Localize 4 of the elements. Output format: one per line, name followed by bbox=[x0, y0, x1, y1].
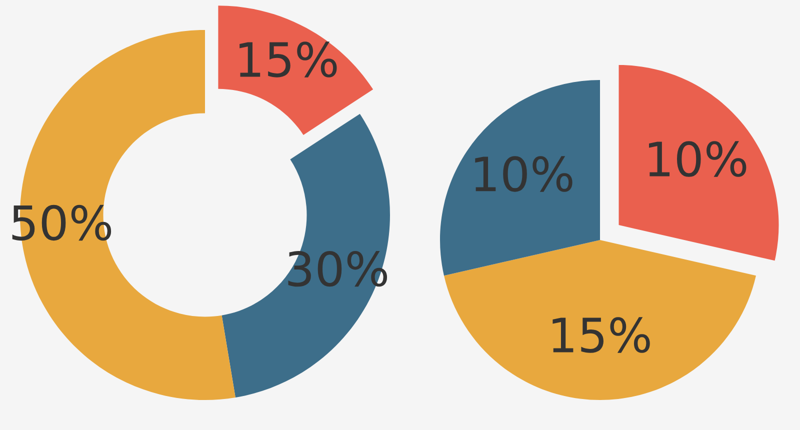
data-label: 15% bbox=[240, 42, 337, 78]
data-label: 10% bbox=[475, 156, 572, 192]
data-label: 10% bbox=[649, 141, 746, 177]
data-label: 15% bbox=[552, 317, 650, 353]
